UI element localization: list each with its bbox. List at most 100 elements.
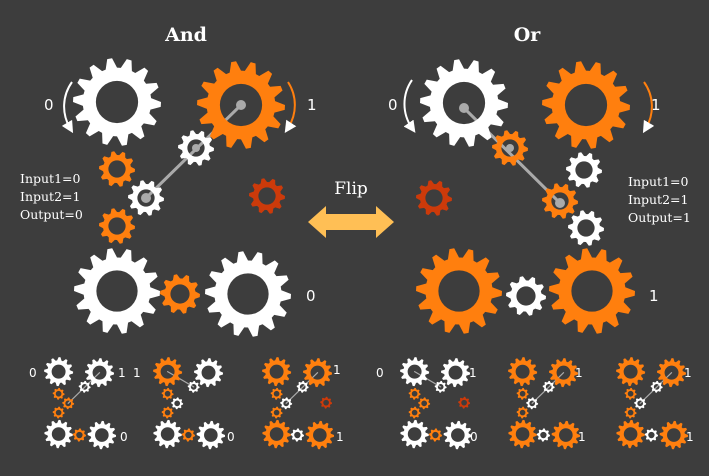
or-example-1-in1-gear [400,357,430,387]
and-example-1-in1: 0 [29,366,37,380]
and-example-3-in2: 1 [333,363,341,377]
or-example-1-in2: 1 [469,366,477,380]
or-example-2-s1-gear [542,380,555,393]
or-example-2-out: 1 [578,430,586,444]
or-example-1-idle-gear [458,396,471,409]
or-example-1-s3-gear [418,397,431,410]
and-bottom-left-gear [74,248,160,334]
flip-label: Flip [334,179,368,199]
or-small-gear-right-lower [568,210,604,246]
and-input1-rotation-arrow [61,81,74,134]
or-example-3-in1-gear [616,357,646,387]
or-example-3-s1-gear [650,380,663,393]
or-example-2-link [531,372,565,404]
or-example-1-link [414,371,442,388]
and-title: And [164,24,207,46]
and-output-readout: Output=0 [20,207,83,222]
and-pivot-2 [192,144,200,152]
and-small-gear-left-upper [99,151,135,187]
or-bottom-connector-gear [506,276,546,316]
or-output-state: 1 [649,287,659,305]
or-example-1-out-gear [443,420,473,450]
or-input2-rotation-arrow [642,81,655,134]
or-example-3-in2: 1 [684,366,692,380]
or-input1-gear [420,59,508,147]
and-example-2-in2-gear [194,358,224,388]
or-example-2-s4-gear [516,406,529,419]
or-small-gear-right-upper [566,152,602,188]
and-example-3-idle-gear [320,396,333,409]
and-example-3-s2-gear [270,387,283,400]
flip-arrow [308,206,394,238]
and-small-gear-upper [178,130,214,166]
or-example-2-in1-gear [508,357,538,387]
or-input1-state: 0 [388,96,398,114]
gear-layer [44,58,689,450]
or-example-1-in1: 0 [376,366,384,380]
and-example-2-in1-gear [153,357,183,387]
or-example-3-out: 1 [686,430,694,444]
and-example-2-s3-gear [171,397,184,410]
and-input2-rotation-arrow [284,81,297,134]
and-small-gear-left-lower [99,208,135,244]
and-example-3-bl-gear [262,419,291,449]
and-example-3-s3-gear [280,397,293,410]
and-example-2-in1: 1 [133,366,141,380]
or-example-3-in2-gear [657,358,687,388]
or-pivot-3 [555,198,565,208]
or-output-readout: Output=1 [628,210,691,225]
and-example-1-s3-gear [62,397,75,410]
or-example-1-s4-gear [408,406,421,419]
or-example-3-s3-gear [634,397,647,410]
and-example-1-out-gear [87,420,117,450]
or-example-3-link [639,372,673,404]
or-small-gear-upper [492,130,528,166]
and-input1-state: 0 [44,96,54,114]
and-example-2-s1-gear [187,380,200,393]
and-small-gear-mid [128,180,164,216]
and-example-2-s2-gear [161,387,174,400]
and-example-1-s2-gear [52,387,65,400]
linkage-bars [67,103,673,404]
or-idle-gear [416,180,452,216]
and-example-1-in2-gear [85,358,115,388]
and-example-2-conn-gear [181,428,195,442]
and-example-2-s4-gear [161,406,174,419]
and-example-2-out-gear [196,420,226,450]
or-example-3-s2-gear [624,387,637,400]
or-input2-readout: Input2=1 [628,192,688,207]
or-example-3-out-gear [659,420,689,450]
and-input2-gear [197,61,285,149]
or-example-1-conn-gear [428,428,442,442]
and-example-2-bl-gear [153,419,182,449]
or-small-gear-mid [542,183,578,219]
or-bottom-left-gear [416,248,502,334]
or-example-2-s3-gear [526,397,539,410]
and-example-3-s1-gear [296,380,309,393]
or-example-1-in2-gear [441,358,471,388]
and-pivot-1 [236,100,246,110]
or-input2-state: 1 [651,96,661,114]
and-example-1-s4-gear [52,406,65,419]
and-pivot-3 [141,193,151,203]
or-example-3-conn-gear [644,428,658,442]
and-input1-readout: Input1=0 [20,171,80,186]
and-readout: Input1=0 Input2=1 Output=0 [20,171,83,222]
and-idle-gear [249,178,285,214]
or-input1-readout: Input1=0 [628,174,688,189]
or-example-2-conn-gear [536,428,550,442]
or-example-1-s2-gear [408,387,421,400]
and-example-3-out: 1 [336,430,344,444]
and-linkage-bar [144,103,243,200]
or-example-2-bl-gear [508,419,537,449]
and-example-1-s1-gear [78,380,91,393]
and-example-3-conn-gear [290,428,304,442]
and-input2-state: 1 [307,96,317,114]
or-input1-rotation-arrow [403,79,416,133]
and-example-2-link [167,371,195,388]
and-output-gear [205,251,291,337]
or-example-3-s4-gear [624,406,637,419]
or-example-1-s1-gear [434,380,447,393]
or-example-2-in2: 1 [575,366,583,380]
and-example-1-bl-gear [44,419,73,449]
